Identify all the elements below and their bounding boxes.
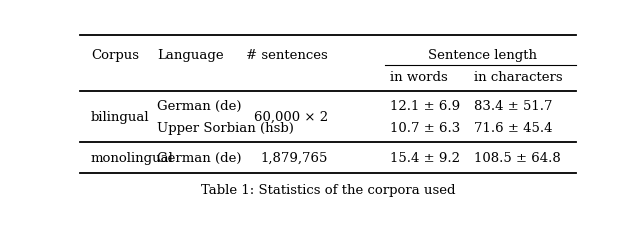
Text: 83.4 ± 51.7: 83.4 ± 51.7: [474, 100, 553, 113]
Text: Upper Sorbian (hsb): Upper Sorbian (hsb): [157, 122, 294, 135]
Text: German (de): German (de): [157, 152, 241, 165]
Text: 71.6 ± 45.4: 71.6 ± 45.4: [474, 122, 553, 135]
Text: monolingual: monolingual: [91, 152, 174, 165]
Text: Corpus: Corpus: [91, 49, 139, 62]
Text: in characters: in characters: [474, 71, 563, 84]
Text: bilingual: bilingual: [91, 111, 150, 124]
Text: in words: in words: [390, 71, 448, 84]
Text: 60,000 × 2: 60,000 × 2: [254, 111, 328, 124]
Text: 12.1 ± 6.9: 12.1 ± 6.9: [390, 100, 460, 113]
Text: Sentence length: Sentence length: [429, 49, 538, 62]
Text: 1,879,765: 1,879,765: [260, 152, 328, 165]
Text: Language: Language: [157, 49, 223, 62]
Text: 108.5 ± 64.8: 108.5 ± 64.8: [474, 152, 561, 165]
Text: 10.7 ± 6.3: 10.7 ± 6.3: [390, 122, 460, 135]
Text: 15.4 ± 9.2: 15.4 ± 9.2: [390, 152, 460, 165]
Text: # sentences: # sentences: [246, 49, 328, 62]
Text: German (de): German (de): [157, 100, 241, 113]
Text: Table 1: Statistics of the corpora used: Table 1: Statistics of the corpora used: [201, 184, 455, 197]
